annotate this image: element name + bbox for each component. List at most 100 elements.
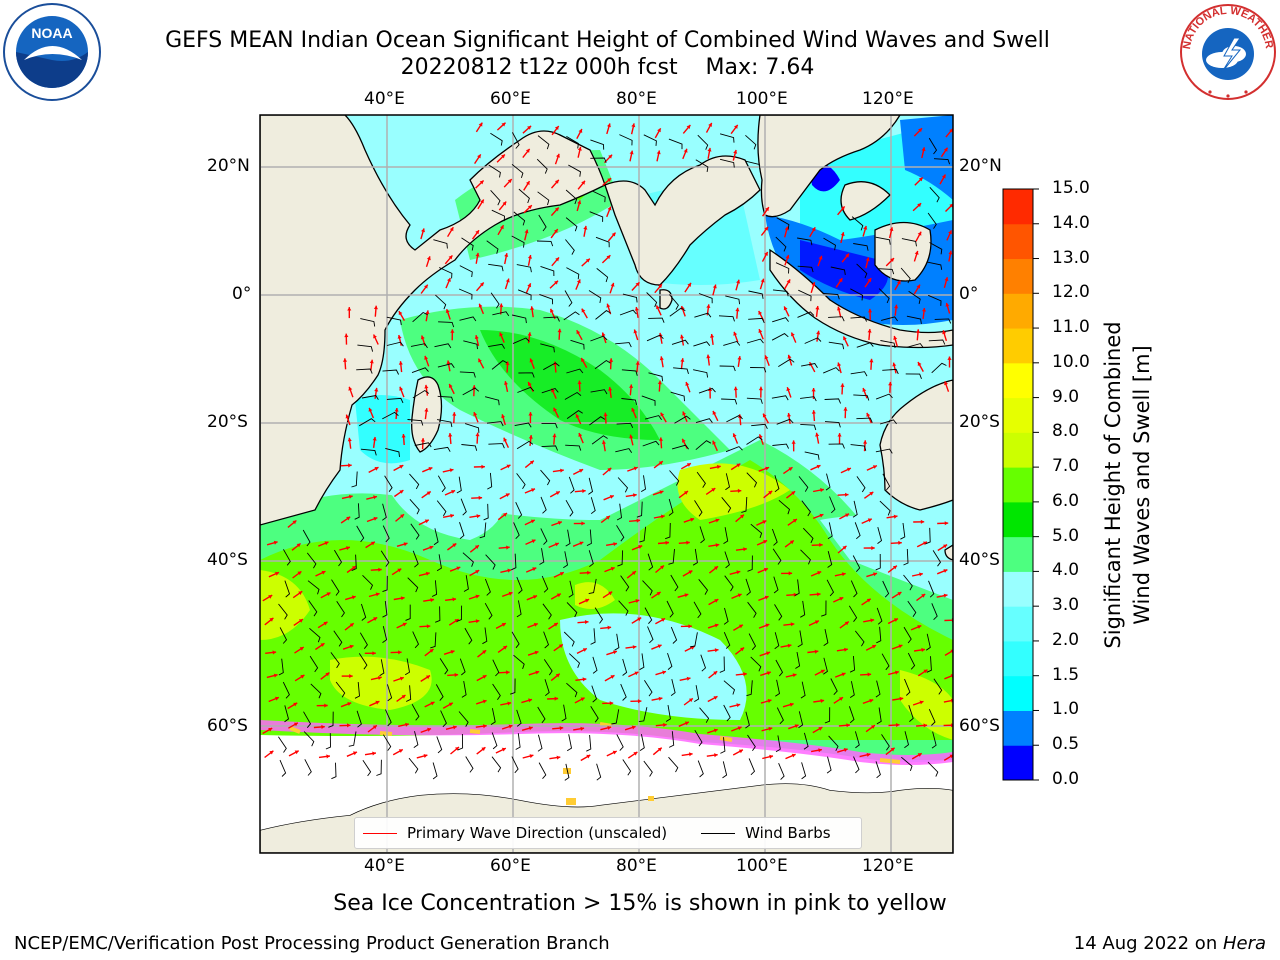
wave-direction-arrowhead [352,566,356,570]
wind-barb [539,548,545,565]
wind-barb [488,164,501,178]
wave-direction-arrowhead [601,332,606,337]
wind-barb [413,731,419,748]
wave-direction-arrowhead [844,647,848,652]
wind-barb [309,627,321,643]
wind-barb [772,317,789,323]
wind-barb [411,703,420,721]
wind-barb [854,731,860,749]
wave-direction-arrowhead [710,334,715,338]
wave-direction-arrowhead [872,465,877,469]
wind-barb [543,316,560,322]
wave-direction-arrowhead [349,674,353,679]
wave-direction-arrowhead [760,278,765,283]
wave-direction-arrowhead [685,382,690,386]
wind-barb [928,339,946,345]
wind-barb [622,293,638,303]
wind-barb [614,633,620,651]
wave-direction-arrowhead [448,384,453,388]
wave-direction-arrowhead [506,464,511,469]
wind-barb [882,473,891,491]
wave-direction-arrowhead [421,228,425,233]
wind-barb [848,605,858,622]
wave-direction-arrowhead [378,567,382,572]
wave-direction-arrowhead [424,284,428,289]
wave-direction-arrowhead [349,644,354,649]
wave-direction-arrowhead [733,331,738,336]
wave-direction-arrowhead [298,619,303,623]
wind-barb [456,476,462,494]
wind-barb [693,369,709,378]
wind-barb [513,211,526,226]
wind-barb [927,261,943,270]
wind-barb [589,416,606,426]
wave-direction-arrowhead [584,620,589,625]
colorbar-tick-label: 12.0 [1052,282,1090,303]
wave-direction-arrowhead [607,123,611,128]
wave-direction-arrowhead [790,622,795,627]
wind-barb [536,158,548,174]
wind-barb [586,734,592,752]
wind-barb [906,315,922,324]
wind-barb [595,310,612,320]
wind-barb [492,311,510,317]
wave-direction-arrowhead [326,754,330,759]
wind-barb [725,446,743,453]
wind-barb [794,579,800,596]
wind-barb [746,338,764,344]
wind-barb [459,265,473,278]
wind-barb [925,527,931,545]
wave-direction-arrowhead [525,148,530,153]
wind-barb [461,444,478,451]
wind-barb [410,343,428,349]
wind-barb [928,580,935,598]
wave-direction-arrowhead [577,380,582,385]
wave-direction-arrowhead [353,751,357,756]
wind-barb [875,553,881,571]
wave-direction-arrowhead [398,749,403,753]
noaa-logo-icon: NOAA [2,2,102,102]
wave-direction-arrowhead [446,360,451,365]
wind-barb [931,362,947,374]
wind-barb [900,267,911,284]
wave-direction-arrowhead [820,698,825,703]
wave-direction-arrowhead [659,356,664,361]
wind-barb [404,658,410,676]
wind-barb [463,340,478,350]
wind-barb [852,555,861,573]
colorbar-tick-label: 4.0 [1052,560,1080,581]
wave-direction-arrowhead [792,673,797,678]
wind-barb [824,707,831,724]
wind-barb [719,158,735,168]
wind-barb [565,217,578,232]
wind-barb [856,263,868,279]
wave-direction-arrowhead [814,620,819,625]
wind-barb [825,473,831,491]
wind-barb [931,731,937,749]
wind-barb [644,415,662,420]
wind-barb [906,343,924,348]
wind-barb [726,415,743,423]
wave-direction-arrowhead [687,282,691,287]
wind-barb [563,631,575,647]
wave-direction-arrowhead [758,386,763,391]
wind-barb [514,422,532,428]
wind-barb [699,707,710,723]
wave-direction-arrowhead [661,618,666,622]
wave-direction-arrowhead [898,540,902,545]
wind-barb [721,497,732,513]
wind-barb [351,471,358,488]
colorbar-tick-label: 7.0 [1052,456,1080,477]
colorbar-swatch [1003,640,1033,677]
wind-barb [460,498,467,516]
wind-barb [360,318,376,327]
colorbar-title: Significant Height of Combined Wind Wave… [1099,321,1157,648]
wave-direction-arrowhead [845,492,849,497]
wave-direction-arrowhead [714,599,719,603]
wave-direction-arrowhead [372,437,377,441]
wave-direction-arrowhead [941,174,946,179]
wave-direction-arrowhead [555,491,560,495]
wave-direction-arrowhead [714,623,719,628]
wave-direction-arrowhead [576,279,581,284]
wave-direction-arrowhead [606,303,611,308]
